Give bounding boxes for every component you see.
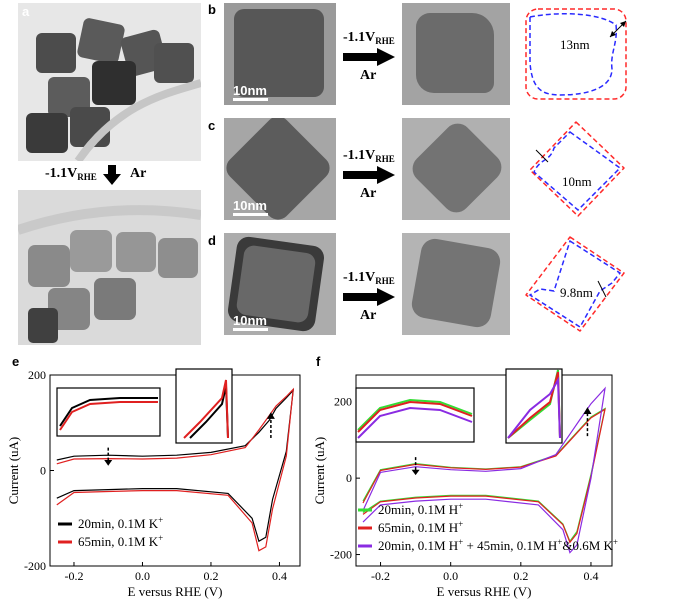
scale-bar-label-d: 10nm bbox=[233, 313, 267, 328]
legend-entry: 65min, 0.1M H+ bbox=[378, 519, 463, 535]
cv-chart-e: -0.2 0.0 0.2 0.4 200 0 -200 E versus RHE (V) Cur… bbox=[6, 368, 301, 599]
legend-entry: 20min, 0.1M H+ bbox=[378, 501, 463, 517]
outline-annotation-d: 9.8nm bbox=[560, 285, 593, 300]
outline-comparison-d: 9.8nm bbox=[525, 236, 625, 332]
x-tick-label: 0.4 bbox=[272, 569, 287, 583]
nanocube-cluster-before bbox=[26, 18, 201, 161]
legend-entry: 20min, 0.1M H+ + 45min, 0.1M H+&0.6M K+ bbox=[378, 537, 618, 553]
panel-label-a: a bbox=[22, 4, 30, 19]
arrow-head-icon bbox=[266, 412, 275, 419]
y-axis-label: Current (uA) bbox=[6, 437, 21, 505]
gas-label-a: Ar bbox=[130, 166, 147, 181]
tem-image-c-before: 10nm bbox=[224, 118, 336, 220]
y-axis-label: Current (uA) bbox=[312, 437, 327, 505]
transition-label-a: -1.1VRHE bbox=[45, 166, 97, 182]
inset-line bbox=[357, 406, 473, 439]
x-tick-label: 0.0 bbox=[443, 569, 458, 583]
down-arrow-icon bbox=[103, 165, 121, 185]
inset-line bbox=[357, 398, 473, 431]
outline-annotation-b: 13nm bbox=[560, 37, 590, 52]
y-tick-label: 0 bbox=[40, 464, 46, 478]
y-tick-label: 200 bbox=[334, 395, 352, 409]
tem-image-d-before: 10nm bbox=[224, 233, 336, 335]
right-arrow-icon bbox=[343, 48, 395, 66]
tem-image-a-before: a bbox=[18, 3, 201, 161]
inset-line bbox=[357, 400, 473, 433]
y-tick-label: 200 bbox=[28, 368, 46, 382]
scale-bar-d bbox=[233, 328, 268, 331]
panel-label-c: c bbox=[208, 118, 216, 133]
right-arrow-icon bbox=[343, 166, 395, 184]
outline-annotation-c: 10nm bbox=[562, 174, 592, 189]
y-tick-label: 0 bbox=[346, 471, 352, 485]
inset-line bbox=[507, 376, 561, 439]
inset-box-2 bbox=[175, 368, 233, 444]
x-tick-label: 0.0 bbox=[135, 569, 150, 583]
series-line-2 bbox=[362, 408, 606, 544]
y-tick-label: -200 bbox=[330, 548, 352, 562]
tem-image-b-before: 10nm bbox=[224, 3, 336, 105]
arrow-head-icon bbox=[583, 407, 592, 414]
right-arrow-icon bbox=[343, 288, 395, 306]
x-axis-label: E versus RHE (V) bbox=[437, 584, 532, 599]
series-line-3 bbox=[362, 386, 606, 554]
scale-bar-c bbox=[233, 213, 268, 216]
panel-label-b: b bbox=[208, 2, 216, 17]
y-tick-label: -200 bbox=[24, 559, 46, 573]
outline-comparison-c: 10nm bbox=[529, 121, 625, 217]
inset-line bbox=[59, 397, 158, 427]
legend-entry: 20min, 0.1M K+ bbox=[78, 515, 163, 531]
tem-image-c-after bbox=[402, 118, 510, 220]
arrow-head-icon bbox=[104, 459, 113, 466]
x-tick-label: 0.4 bbox=[583, 569, 598, 583]
inset-line bbox=[59, 401, 158, 431]
cv-chart-f: -0.2 0.0 0.2 0.4 200 0 -200 E versus RHE (V) Cur… bbox=[312, 368, 618, 599]
x-tick-label: 0.2 bbox=[203, 569, 218, 583]
legend-entry: 65min, 0.1M K+ bbox=[78, 533, 163, 549]
panel-label-f: f bbox=[316, 354, 321, 369]
tem-image-d-after bbox=[402, 233, 510, 335]
scale-bar-label-b: 10nm bbox=[233, 83, 267, 98]
x-axis-label: E versus RHE (V) bbox=[128, 584, 223, 599]
x-tick-label: -0.2 bbox=[64, 569, 83, 583]
x-tick-label: -0.2 bbox=[371, 569, 390, 583]
arrow-head-icon bbox=[411, 469, 420, 476]
panel-label-e: e bbox=[12, 354, 20, 369]
panel-label-d: d bbox=[208, 233, 216, 248]
plot-frame bbox=[355, 374, 613, 567]
tem-image-b-after bbox=[402, 3, 510, 105]
nanocube-cluster-after bbox=[18, 205, 201, 343]
outline-comparison-b: 13nm bbox=[525, 8, 627, 100]
series-line-2 bbox=[56, 387, 294, 552]
tem-image-a-after bbox=[18, 190, 201, 345]
inset-line bbox=[183, 379, 229, 439]
x-tick-label: 0.2 bbox=[513, 569, 528, 583]
scale-bar-b bbox=[233, 98, 268, 101]
scale-bar-label-c: 10nm bbox=[233, 198, 267, 213]
